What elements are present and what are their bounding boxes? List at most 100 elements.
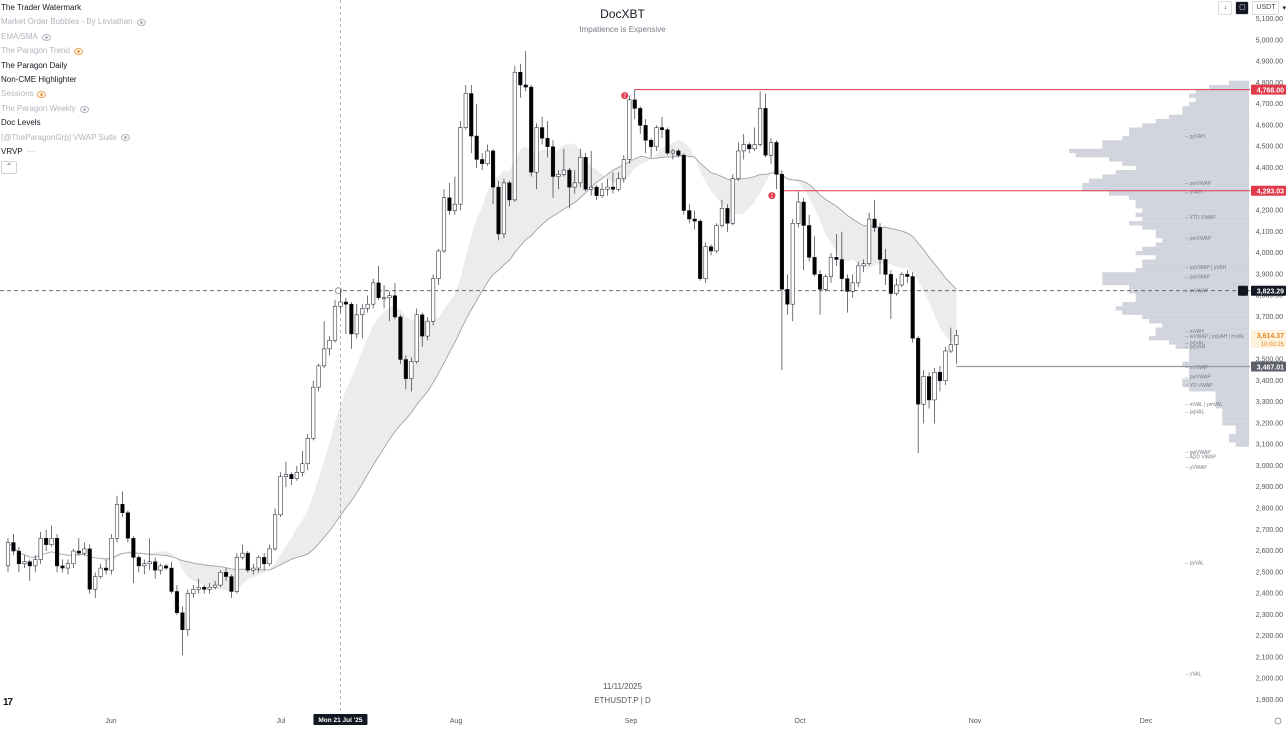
candle-body (828, 257, 834, 277)
candle-body (921, 376, 926, 405)
candle-body (649, 140, 654, 147)
more-options-icon[interactable]: ··· (26, 147, 35, 157)
candle-body (540, 127, 545, 139)
indicator-row[interactable]: Sessions (1, 87, 146, 101)
profile-label: -- pmVWAP (1185, 236, 1212, 242)
volume-profile-bar (1135, 293, 1249, 298)
indicator-row[interactable]: [@TheParagonGrp] VWAP Suite (1, 131, 146, 145)
profile-label: -- pmVWAP (1185, 181, 1212, 187)
candle-body (11, 542, 16, 552)
volume-profile-bar (1142, 263, 1249, 268)
candle-body (376, 282, 381, 299)
indicator-row[interactable]: The Paragon Daily (1, 59, 146, 73)
eye-hidden-icon[interactable] (120, 134, 130, 142)
candle-body (785, 289, 790, 305)
volume-profile-bar (1115, 306, 1249, 311)
volume-profile-bar (1102, 272, 1249, 277)
candle-body (818, 274, 823, 290)
candle-body (185, 593, 190, 631)
candle-body (458, 127, 463, 205)
volume-profile-bar (1195, 97, 1249, 102)
candle-body (654, 127, 659, 147)
volume-profile-bar (1082, 187, 1249, 192)
candle-body (65, 563, 71, 569)
candle-body (392, 295, 397, 318)
eye-hidden-icon[interactable] (73, 47, 83, 55)
candle-body (578, 157, 583, 184)
candle-body (191, 589, 196, 594)
candle-body (463, 93, 468, 128)
indicator-row[interactable]: EMA/SMA (1, 30, 146, 44)
indicator-row[interactable]: The Paragon Trend (1, 44, 146, 58)
eye-hidden-icon[interactable] (41, 33, 51, 41)
fullscreen-icon[interactable]: ▢ (1235, 1, 1250, 15)
candle-body (834, 257, 839, 260)
candle-body (305, 437, 310, 465)
candle-body (229, 576, 234, 592)
indicator-row[interactable]: Doc Levels (1, 116, 146, 130)
candle-body (49, 538, 54, 545)
currency-selector[interactable]: USDT (1252, 1, 1280, 15)
price-tag-label: 3,614.37 (1257, 333, 1284, 340)
indicator-row[interactable]: Market Order Bubbles - By Leviathan (1, 15, 146, 29)
collapse-legend-button[interactable]: ⌃ (1, 161, 17, 175)
x-tick-label: Dec (1140, 718, 1153, 725)
volume-profile-bar (1129, 195, 1249, 200)
candle-body (621, 159, 626, 179)
indicator-row[interactable]: VRVP ··· (1, 145, 146, 159)
y-tick-label: 2,000.00 (1256, 676, 1283, 683)
countdown-label: 10:00:25 (1261, 342, 1285, 348)
indicator-row[interactable]: The Paragon Weekly (1, 102, 146, 116)
volume-profile-bar (1142, 216, 1249, 222)
arrow-down-icon[interactable]: ↓ (1218, 1, 1233, 15)
add-alert-icon (1238, 285, 1248, 296)
candle-body (899, 274, 904, 286)
candle-body (169, 567, 174, 592)
x-tick-label: Aug (450, 718, 463, 725)
volume-profile-bar (1109, 191, 1249, 196)
volume-profile-bar (1122, 310, 1249, 315)
candle-body (44, 538, 49, 545)
candle-body (316, 365, 321, 388)
indicator-label: Doc Levels (1, 118, 41, 128)
candle-body (196, 586, 201, 590)
candle-body (55, 538, 60, 567)
eye-hidden-icon[interactable] (37, 91, 47, 99)
volume-profile-bar (1135, 250, 1249, 256)
candle-body (278, 476, 283, 516)
candle-body (529, 86, 534, 173)
price-tag (1251, 330, 1286, 349)
watermark-symbol: ETHUSDT.P | D (594, 696, 651, 705)
candle-body (758, 108, 763, 145)
volume-profile-bar (1129, 285, 1249, 290)
candle-body (714, 225, 719, 252)
indicator-label: Sessions (1, 89, 34, 99)
candle-body (16, 550, 21, 565)
candle-body (480, 159, 485, 164)
profile-label: -- pwVWAP (1185, 450, 1211, 456)
chevron-down-icon[interactable]: ▾ (1282, 5, 1286, 12)
indicator-row[interactable]: The Trader Watermark (1, 1, 146, 15)
candle-body (327, 340, 332, 350)
candle-body (245, 552, 250, 571)
candle-body (354, 314, 359, 335)
candle-body (730, 178, 735, 224)
tradingview-logo-icon: 17 (3, 697, 13, 708)
candle-body (894, 284, 899, 294)
candle-body (845, 278, 850, 292)
volume-profile-bar (1142, 123, 1249, 128)
candle-body (812, 257, 817, 275)
volume-profile-bar (1155, 119, 1249, 124)
volume-profile-bar (1135, 204, 1249, 209)
indicator-row[interactable]: Non-CME Highlighter (1, 73, 146, 87)
volume-profile-bar (1189, 365, 1249, 371)
candle-body (681, 154, 686, 211)
eye-hidden-icon[interactable] (136, 19, 146, 27)
volume-profile-bar (1089, 178, 1249, 183)
volume-profile-bar (1182, 106, 1249, 111)
indicator-label: The Trader Watermark (1, 3, 82, 12)
volume-profile-bar (1102, 174, 1249, 179)
eye-hidden-icon[interactable] (79, 105, 89, 113)
